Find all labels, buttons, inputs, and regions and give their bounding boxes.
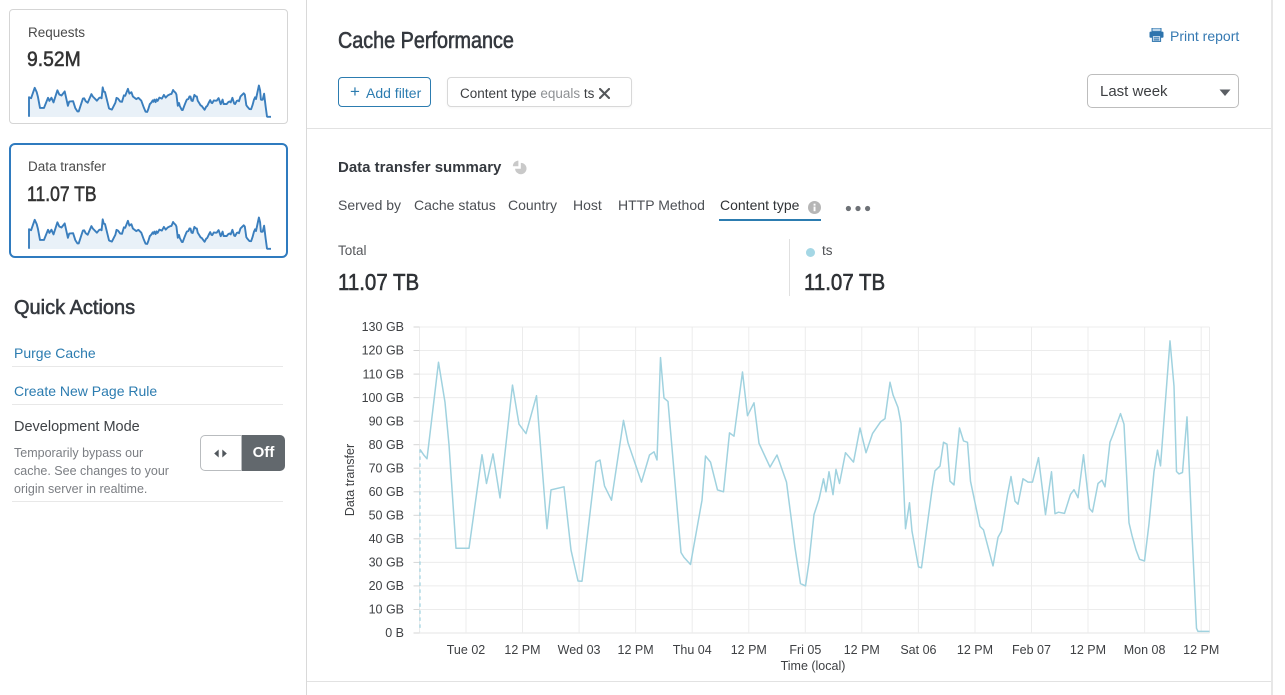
svg-text:0 B: 0 B (385, 626, 404, 640)
svg-text:Sat 06: Sat 06 (900, 643, 936, 657)
svg-text:120 GB: 120 GB (362, 344, 404, 358)
svg-text:130 GB: 130 GB (362, 320, 404, 334)
svg-text:Mon 08: Mon 08 (1124, 643, 1166, 657)
svg-text:50 GB: 50 GB (369, 509, 404, 523)
svg-text:Tue 02: Tue 02 (447, 643, 486, 657)
svg-text:12 PM: 12 PM (731, 643, 767, 657)
svg-text:12 PM: 12 PM (1183, 643, 1219, 657)
svg-text:Fri 05: Fri 05 (789, 643, 821, 657)
svg-text:Feb 07: Feb 07 (1012, 643, 1051, 657)
svg-text:80 GB: 80 GB (369, 438, 404, 452)
svg-text:Wed 03: Wed 03 (558, 643, 601, 657)
svg-text:12 PM: 12 PM (618, 643, 654, 657)
svg-text:12 PM: 12 PM (1070, 643, 1106, 657)
svg-text:90 GB: 90 GB (369, 414, 404, 428)
svg-text:Data transfer: Data transfer (343, 444, 357, 516)
svg-text:12 PM: 12 PM (957, 643, 993, 657)
svg-text:70 GB: 70 GB (369, 461, 404, 475)
svg-text:30 GB: 30 GB (369, 556, 404, 570)
svg-text:Time (local): Time (local) (781, 659, 846, 673)
svg-text:20 GB: 20 GB (369, 579, 404, 593)
svg-text:40 GB: 40 GB (369, 532, 404, 546)
svg-text:60 GB: 60 GB (369, 485, 404, 499)
svg-text:110 GB: 110 GB (363, 367, 404, 381)
svg-text:10 GB: 10 GB (369, 603, 404, 617)
svg-text:12 PM: 12 PM (504, 643, 540, 657)
svg-text:100 GB: 100 GB (362, 391, 404, 405)
svg-text:Thu 04: Thu 04 (673, 643, 712, 657)
svg-text:12 PM: 12 PM (844, 643, 880, 657)
